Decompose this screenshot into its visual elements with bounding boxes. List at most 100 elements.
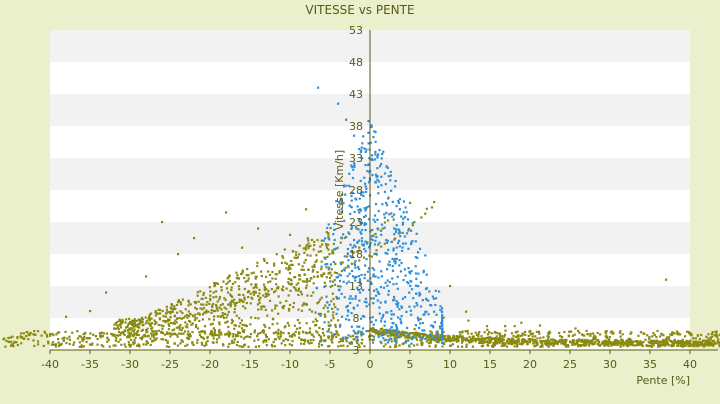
blue-point <box>416 233 418 235</box>
blue-point <box>387 294 389 296</box>
blue-point <box>388 175 390 177</box>
blue-point <box>339 280 341 282</box>
olive-point <box>202 318 204 320</box>
olive-point <box>204 332 206 334</box>
olive-point <box>242 305 244 307</box>
blue-point <box>415 240 417 242</box>
blue-point <box>345 318 347 320</box>
olive-point <box>290 283 292 285</box>
olive-point <box>245 281 247 283</box>
olive-point <box>297 294 299 296</box>
olive-point <box>37 340 39 342</box>
olive-point <box>213 315 215 317</box>
olive-point <box>226 287 228 289</box>
olive-point <box>227 304 229 306</box>
olive-point <box>320 336 322 338</box>
blue-point <box>418 294 420 296</box>
olive-point <box>524 334 526 336</box>
olive-point <box>325 266 327 268</box>
olive-point <box>277 331 279 333</box>
blue-point <box>406 211 408 213</box>
blue-point <box>337 103 339 105</box>
olive-point <box>548 340 550 342</box>
blue-point <box>384 325 386 327</box>
olive-point <box>224 307 226 309</box>
olive-point <box>84 332 86 334</box>
olive-point <box>134 323 136 325</box>
blue-point <box>391 241 393 243</box>
olive-point <box>10 341 12 343</box>
blue-point <box>361 237 363 239</box>
olive-point <box>222 343 224 345</box>
blue-point <box>405 242 407 244</box>
blue-point <box>367 132 369 134</box>
blue-point <box>394 340 396 342</box>
blue-point <box>433 298 435 300</box>
blue-point <box>412 222 414 224</box>
olive-point <box>212 323 214 325</box>
blue-point <box>385 282 387 284</box>
blue-point <box>339 324 341 326</box>
blue-point <box>353 239 355 241</box>
olive-point <box>313 282 315 284</box>
blue-point <box>340 237 342 239</box>
olive-point <box>168 346 170 348</box>
blue-point <box>379 341 381 343</box>
olive-point <box>133 330 135 332</box>
blue-point <box>360 209 362 211</box>
olive-point <box>475 332 477 334</box>
olive-point <box>180 301 182 303</box>
olive-point <box>55 345 57 347</box>
olive-point <box>187 304 189 306</box>
olive-point <box>83 345 85 347</box>
blue-point <box>374 181 376 183</box>
olive-point <box>161 221 163 223</box>
olive-point <box>596 339 598 341</box>
olive-point <box>198 331 200 333</box>
olive-point <box>269 280 271 282</box>
olive-point <box>213 319 215 321</box>
olive-point <box>118 341 120 343</box>
olive-point <box>188 301 190 303</box>
olive-point <box>138 318 140 320</box>
olive-point <box>634 340 636 342</box>
blue-point <box>393 260 395 262</box>
blue-point <box>372 136 374 138</box>
olive-point <box>227 331 229 333</box>
olive-point <box>171 303 173 305</box>
olive-point <box>302 265 304 267</box>
olive-point <box>608 339 610 341</box>
olive-point <box>591 340 593 342</box>
blue-point <box>430 304 432 306</box>
olive-point <box>319 299 321 301</box>
olive-point <box>507 342 509 344</box>
blue-point <box>390 310 392 312</box>
olive-point <box>209 299 211 301</box>
olive-point <box>132 326 134 328</box>
olive-point <box>528 335 530 337</box>
olive-point <box>253 293 255 295</box>
olive-point <box>448 336 450 338</box>
olive-point <box>553 342 555 344</box>
olive-point <box>363 256 365 258</box>
olive-point <box>634 344 636 346</box>
olive-point <box>654 334 656 336</box>
olive-point <box>452 343 454 345</box>
blue-point <box>399 245 401 247</box>
olive-point <box>145 316 147 318</box>
olive-point <box>204 325 206 327</box>
olive-point <box>257 333 259 335</box>
olive-point <box>188 320 190 322</box>
blue-point <box>374 151 376 153</box>
olive-point <box>209 286 211 288</box>
olive-point <box>529 340 531 342</box>
blue-point <box>392 249 394 251</box>
blue-point <box>323 321 325 323</box>
blue-point <box>366 170 368 172</box>
olive-point <box>146 328 148 330</box>
olive-point <box>178 328 180 330</box>
olive-point <box>225 299 227 301</box>
olive-point <box>295 289 297 291</box>
